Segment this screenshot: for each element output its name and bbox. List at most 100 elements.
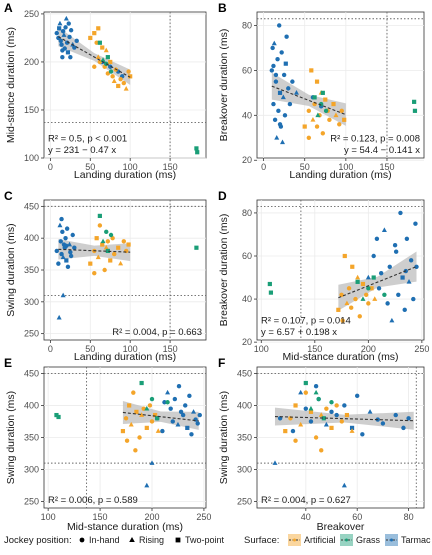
data-point-artificial [344,412,350,418]
data-point-artificial [120,428,126,434]
x-tick-label: 150 [379,162,394,172]
data-point-artificial [121,80,127,86]
data-point-tarmac [342,403,347,408]
data-point-grass [194,245,199,250]
data-point-tarmac [272,460,278,465]
data-point-artificial [126,242,131,247]
x-tick-label: 250 [196,512,211,522]
x-tick-label: 200 [144,512,159,522]
legend-label-grass: Grass [356,535,381,545]
data-point-artificial [319,448,324,453]
data-point-grass [144,405,150,411]
data-point-artificial [331,101,336,107]
data-point-grass [412,99,417,104]
data-point-artificial [139,412,145,417]
y-tick-label: 40 [242,110,252,120]
y-tick-label: 350 [24,265,39,275]
data-point-grass [56,414,61,420]
data-point-tarmac [396,292,401,297]
data-point-artificial [124,438,130,443]
data-point-tarmac [149,460,155,465]
data-point-tarmac [66,21,71,26]
data-point-grass [323,108,329,114]
data-point-grass [139,380,144,386]
y-tick-label: 250 [237,497,252,507]
data-point-artificial [372,296,378,301]
data-point-tarmac [195,421,200,426]
statistics-annotation: R² = 0.004, p = 0.663 [112,327,202,338]
panel-d: 100 150 200 250 20 40 60 80 Mid-stance duration … [218,189,429,363]
data-point-tarmac [172,396,178,402]
data-point-grass [382,292,387,297]
data-point-tarmac [385,301,390,306]
statistics-annotation: R² = 0.107, p = 0.014 [261,316,351,327]
data-point-artificial [340,318,345,323]
data-point-tarmac [398,210,403,216]
data-point-tarmac [60,29,66,34]
y-tick-label: 400 [237,400,252,410]
data-point-grass [155,416,160,421]
y-tick-label: 60 [242,65,252,75]
x-tick-label: 100 [123,162,138,172]
data-point-tarmac [280,94,286,100]
data-point-tarmac [56,314,62,320]
data-point-artificial [306,135,312,140]
x-tick-label: 0 [261,162,266,172]
data-point-tarmac [287,101,293,107]
data-point-grass [268,290,274,295]
data-point-tarmac [290,79,295,84]
data-point-artificial [96,26,101,31]
data-point-tarmac [393,412,398,418]
data-point-artificial [344,300,350,306]
x-tick-label: 250 [414,344,429,354]
data-point-artificial [349,305,354,310]
data-point-tarmac [414,264,419,269]
data-point-tarmac [286,86,291,91]
plot-area [256,199,425,341]
data-point-artificial [147,403,153,408]
x-tick-label: 0 [48,162,53,172]
data-point-grass [366,286,371,291]
x-tick-label: 80 [404,512,414,522]
data-point-artificial [306,108,312,114]
y-tick-label: 450 [24,368,39,378]
data-point-artificial [329,425,334,430]
data-point-tarmac [284,34,289,39]
data-point-grass [355,279,360,284]
x-axis-label: Mid-stance duration (ms) [282,351,398,363]
legend: Jockey position: In-hand Rising Two-point Su… [4,534,431,546]
y-tick-label: 80 [242,208,252,218]
y-tick-label: 100 [24,153,39,163]
panel-a: 0 50 100 150 100 150 200 250 Landing duration (m… [4,1,207,181]
y-tick-label: 350 [24,433,39,443]
data-point-tarmac [393,249,399,254]
data-point-tarmac [276,108,281,114]
y-tick-label: 250 [24,497,39,507]
data-point-grass [194,146,199,151]
y-axis-label: Mid-stance duration (ms) [5,27,17,143]
data-point-tarmac [59,42,64,47]
data-point-artificial [131,390,136,395]
data-point-tarmac [293,90,299,95]
data-point-artificial [88,35,93,41]
data-point-artificial [357,314,362,319]
data-point-tarmac [277,122,283,127]
data-point-artificial [111,78,117,83]
data-point-grass [320,90,325,95]
statistics-annotation: y = 54.4 − 0.141 x [344,145,420,156]
legend-symbol-square [175,537,181,543]
x-tick-label: 50 [85,344,95,354]
data-point-tarmac [64,40,70,45]
data-point-artificial [153,412,158,418]
data-point-tarmac [401,425,406,431]
statistics-annotation: R² = 0.123, p = 0.008 [330,134,420,145]
data-point-tarmac [283,61,288,66]
legend-label-tarmac: Tarmac [401,535,431,545]
legend-key-dot [293,538,296,542]
panel-letter: B [218,1,227,15]
data-point-tarmac [392,243,398,248]
x-tick-label: 150 [307,344,322,354]
data-point-artificial [302,124,307,129]
data-point-tarmac [70,232,75,238]
